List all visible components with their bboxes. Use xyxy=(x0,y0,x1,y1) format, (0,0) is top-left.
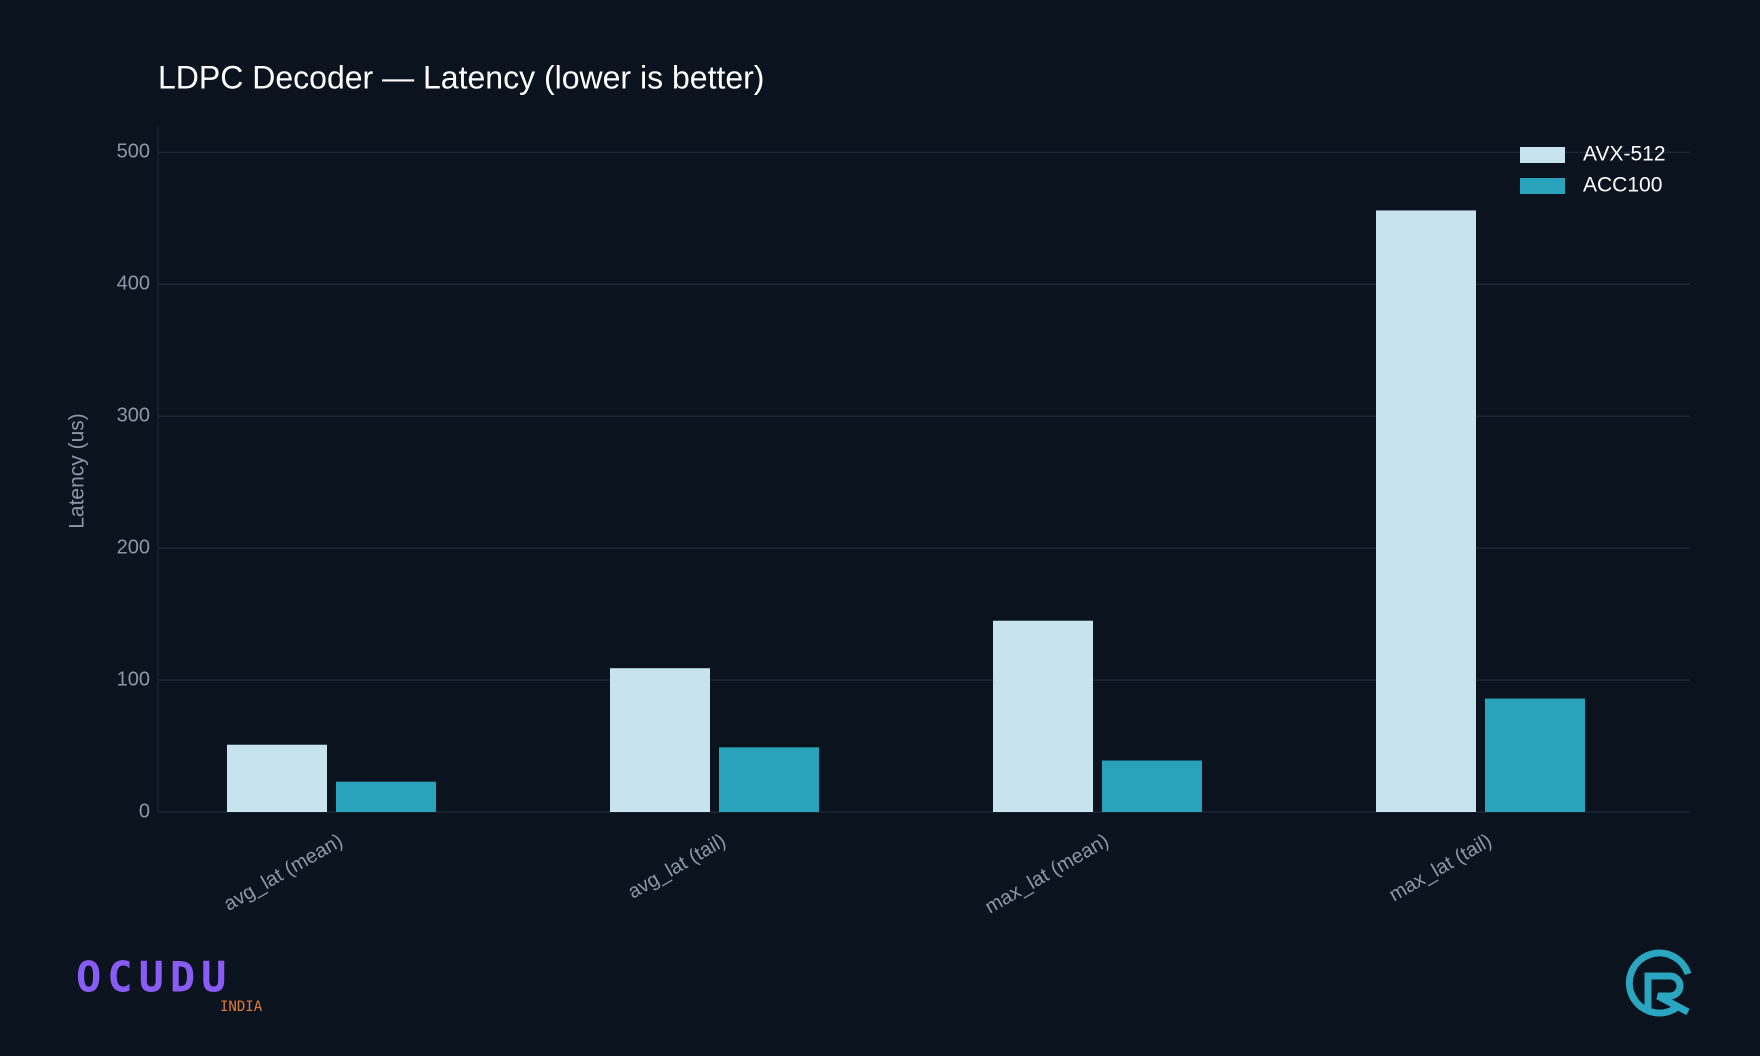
bar xyxy=(610,668,710,812)
y-tick-label: 100 xyxy=(117,668,150,690)
bar xyxy=(993,620,1093,812)
legend-label: AVX-512 xyxy=(1583,143,1666,166)
bar xyxy=(1102,760,1202,812)
legend-label: ACC100 xyxy=(1583,174,1662,197)
bar xyxy=(336,781,436,812)
legend-swatch xyxy=(1520,178,1565,194)
y-tick-label: 0 xyxy=(139,800,150,822)
logo-arc xyxy=(1625,949,1692,1017)
y-tick-label: 500 xyxy=(117,141,150,163)
bar xyxy=(1376,210,1476,812)
y-tick-label: 200 xyxy=(117,536,150,558)
logo-subtext: INDIA xyxy=(220,999,263,1015)
bar xyxy=(1485,698,1585,812)
legend-swatch xyxy=(1520,147,1565,163)
logo-r xyxy=(1625,949,1692,1017)
logo-text: OCUDU xyxy=(76,953,232,1002)
y-tick-label: 300 xyxy=(117,405,150,427)
logo-ocudu: OCUDU INDIA xyxy=(76,953,263,1016)
bar xyxy=(227,744,327,812)
y-axis-label: Latency (us) xyxy=(66,413,89,529)
logo-r-shape xyxy=(1644,972,1690,1016)
y-tick-label: 400 xyxy=(117,273,150,295)
bar xyxy=(719,747,819,812)
chart-title: LDPC Decoder — Latency (lower is better) xyxy=(158,59,764,95)
